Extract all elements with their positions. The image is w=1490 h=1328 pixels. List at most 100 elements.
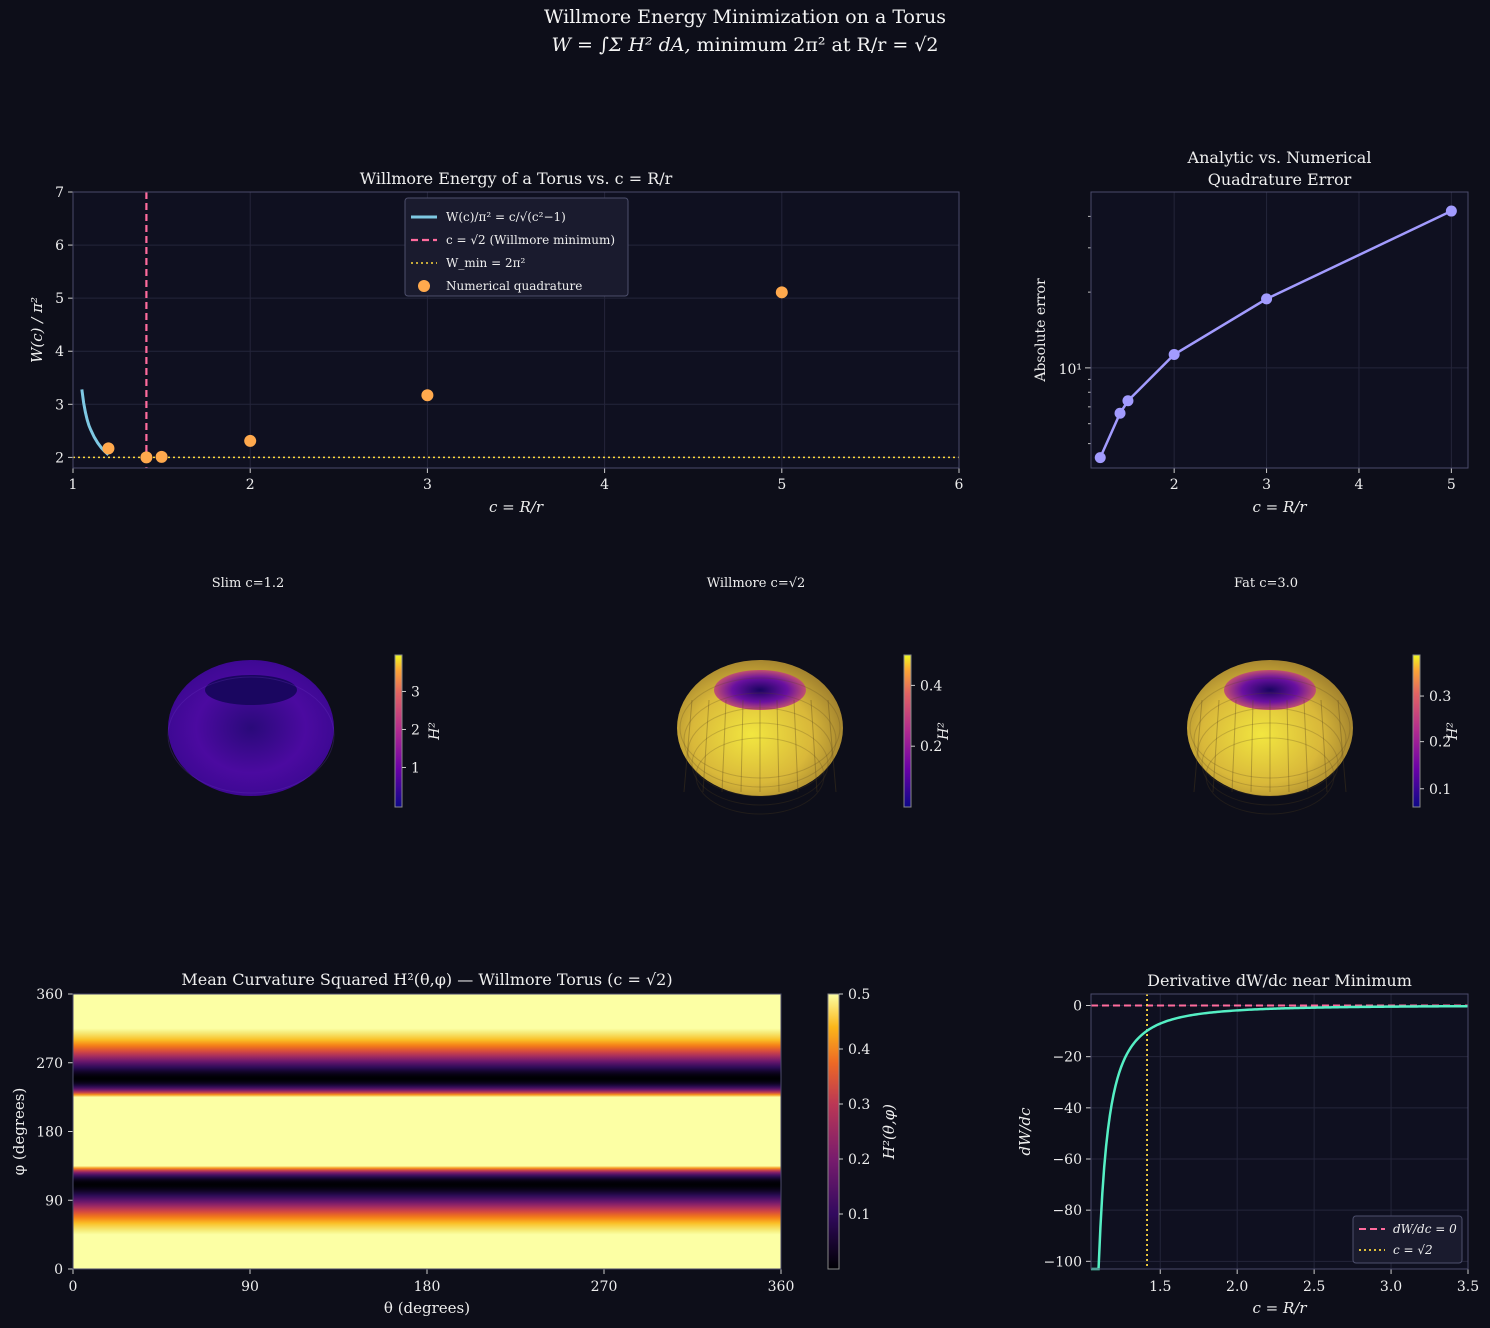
- tick-label-x: 3: [423, 477, 432, 493]
- tick-label-x: 4: [600, 477, 609, 493]
- tick-label-y: −80: [1052, 1203, 1082, 1219]
- tick-label-x: 90: [241, 1279, 259, 1295]
- legend-swatch-points: [418, 280, 430, 292]
- colorbar-label: H²: [427, 722, 443, 741]
- tick-label-y: −40: [1052, 1101, 1082, 1117]
- tick-label-y: 2: [55, 450, 64, 466]
- tick-label-x: 3: [1262, 477, 1271, 493]
- torus-mesh-line: [793, 699, 799, 793]
- tick-label-x: 5: [1447, 477, 1456, 493]
- torus-mesh-ring: [1193, 692, 1347, 788]
- y-axis-label: dW/dc: [1016, 1107, 1034, 1156]
- quadrature-point: [244, 434, 257, 447]
- colorbar-tick-label: 0.4: [920, 678, 942, 694]
- tick-label-x: 5: [777, 477, 786, 493]
- error-point: [1094, 452, 1106, 464]
- tick-label-x: 2.5: [1303, 1279, 1325, 1295]
- colorbar-tick-label: 0.3: [1429, 689, 1451, 705]
- colorbar-label: H²(θ,φ): [880, 1104, 898, 1160]
- colorbar-tick-label: 0.2: [848, 1152, 870, 1168]
- colorbar-tick-label: 2: [411, 722, 420, 738]
- torus-mesh-line: [1337, 699, 1347, 793]
- colorbar-tick-label: 0.4: [848, 1042, 870, 1058]
- torus-mesh-line: [702, 699, 710, 793]
- legend-label: c = √2: [1393, 1243, 1433, 1257]
- colorbar-frame: [903, 654, 912, 808]
- tick-label-x: 3.5: [1457, 1279, 1479, 1295]
- legend-label: c = √2 (Willmore minimum): [446, 233, 615, 247]
- tick-label-y: −60: [1052, 1152, 1082, 1168]
- colorbar-tick-label: 0.3: [848, 1097, 870, 1113]
- quadrature-point: [140, 451, 153, 464]
- colorbar-tick-label: 0.1: [1429, 782, 1451, 798]
- colorbar: [828, 994, 839, 1269]
- torus-mesh-line: [1320, 699, 1328, 793]
- tick-label-x: 6: [955, 477, 964, 493]
- torus-mesh-ring: [1205, 737, 1335, 815]
- torus-panel: Willmore c=√2 0.2 0.4 H²: [677, 576, 952, 815]
- torus-mesh-line: [776, 699, 780, 793]
- tick-label-y: 180: [36, 1125, 63, 1141]
- torus-mesh-line: [1303, 699, 1309, 793]
- tick-label-y: 360: [36, 987, 63, 1003]
- colorbar-label: H²: [936, 722, 952, 741]
- colorbar: [904, 655, 911, 807]
- error-point: [1122, 395, 1134, 407]
- colorbar-frame: [394, 654, 403, 808]
- legend-label: dW/dc = 0: [1393, 1222, 1457, 1236]
- heatmap-image: [73, 994, 781, 1269]
- tick-label-y: 270: [36, 1056, 63, 1072]
- tick-label-x: 180: [414, 1279, 441, 1295]
- colorbar-tick-label: 0.5: [848, 987, 870, 1003]
- torus-title: Fat c=3.0: [1234, 576, 1298, 591]
- torus-mesh-ring: [1189, 677, 1351, 779]
- colorbar: [395, 655, 402, 807]
- torus-mesh-line: [1193, 699, 1203, 793]
- error-point: [1114, 407, 1126, 419]
- colorbar-label: H²: [1445, 722, 1461, 741]
- y-axis-label: W(c) / π²: [28, 297, 46, 363]
- colorbar-tick-label: 0.2: [1429, 735, 1451, 751]
- torus-hole: [714, 670, 806, 710]
- quadrature-point: [102, 442, 115, 455]
- figure-subtitle: W = ∫Σ H² dA, minimum 2π² at R/r = √2: [0, 34, 1490, 56]
- torus-mesh-line: [683, 699, 693, 793]
- torus-mesh-line: [740, 699, 744, 793]
- chart-title: Mean Curvature Squared H²(θ,φ) — Willmor…: [181, 970, 672, 989]
- tick-label-y: −100: [1044, 1254, 1082, 1270]
- chart-title: Analytic vs. Numerical: [1187, 148, 1372, 167]
- tick-label-x: 2.0: [1226, 1279, 1248, 1295]
- derivative-curve: [1091, 1004, 1469, 1271]
- colorbar-frame: [1412, 654, 1421, 808]
- tick-label-y: 90: [45, 1193, 63, 1209]
- colorbar-tick-label: 1: [411, 760, 420, 776]
- tick-label-y: 4: [55, 344, 64, 360]
- tick-label-y: 10¹: [1059, 362, 1082, 378]
- chart-title-line2: Quadrature Error: [1208, 170, 1352, 189]
- torus-title: Slim c=1.2: [212, 576, 285, 591]
- torus-mesh-line: [1212, 699, 1220, 793]
- torus-mesh-line: [1250, 699, 1254, 793]
- tick-label-y: 3: [55, 397, 64, 413]
- chart-title: Derivative dW/dc near Minimum: [1147, 971, 1412, 990]
- tick-label-x: 1.5: [1149, 1279, 1171, 1295]
- axes-frame: [72, 191, 960, 469]
- legend-label: W_min = 2π²: [446, 256, 525, 270]
- torus-title: Willmore c=√2: [707, 576, 806, 591]
- torus-mesh-ring: [167, 676, 335, 794]
- heatmap-chart: 0 90 180 270 360 0 90 180 270 360 Mean Curvature S…: [10, 970, 898, 1317]
- quadrature-point: [421, 389, 434, 402]
- error-point: [1445, 205, 1457, 217]
- subtitle-text: minimum 2π² at R/r = √2: [696, 34, 939, 56]
- quadrature-point: [155, 450, 168, 463]
- torus-hole: [1224, 670, 1316, 710]
- torus-mesh-line: [827, 699, 837, 793]
- axes-frame: [72, 993, 782, 1270]
- torus-mesh-ring: [679, 677, 841, 779]
- legend-box: [1352, 1215, 1463, 1264]
- colorbar-frame: [827, 993, 840, 1270]
- subtitle-formula: W = ∫Σ H² dA,: [551, 34, 691, 56]
- tick-label-x: 1: [69, 477, 78, 493]
